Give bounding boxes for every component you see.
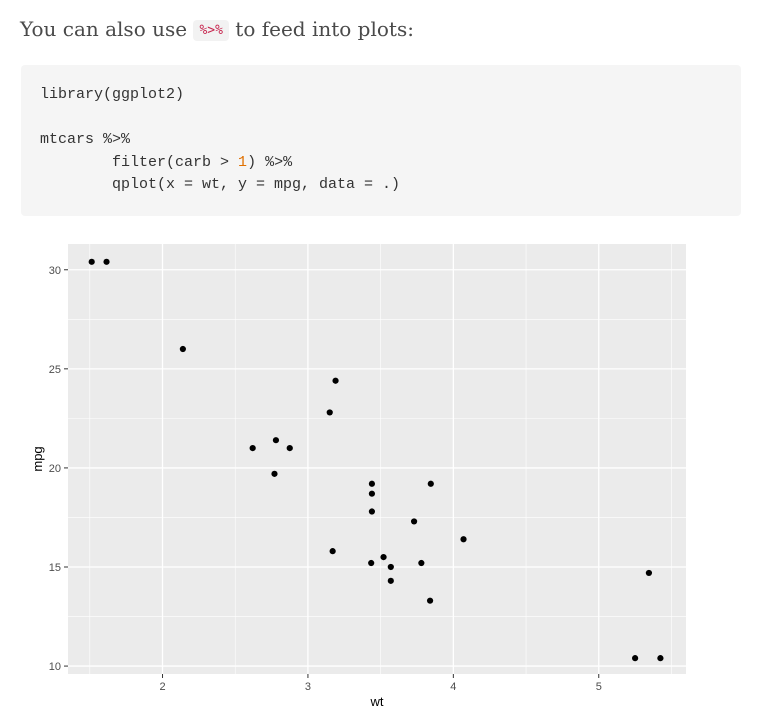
code-block[interactable]: library(ggplot2) mtcars %>% filter(carb … [21, 65, 741, 216]
data-point [426, 597, 434, 604]
x-tick-label: 4 [450, 681, 456, 693]
x-tick-label: 2 [159, 681, 165, 693]
data-point [380, 553, 387, 561]
data-point [460, 536, 467, 543]
y-tick-label: 25 [49, 364, 61, 376]
data-point [179, 345, 186, 353]
data-point [368, 490, 376, 497]
y-tick-label: 30 [49, 265, 61, 277]
data-point [368, 559, 375, 567]
intro-text-before: You can also use [20, 17, 194, 41]
code-line-qplot: qplot(x = wt, y = mpg, data = .) [40, 176, 401, 193]
data-point [368, 508, 376, 515]
data-point [387, 563, 394, 571]
code-line-library: library(ggplot2) [40, 86, 185, 103]
data-point [332, 377, 339, 384]
data-point [272, 437, 280, 444]
plot-panel [68, 244, 686, 674]
minor-gridlines [68, 244, 686, 674]
y-tick-label: 10 [49, 661, 61, 673]
x-axis-title: wt [370, 694, 384, 709]
data-point [326, 409, 333, 416]
intro-text-after: to feed into plots: [228, 17, 414, 41]
data-point [427, 480, 434, 487]
y-axis-title: mpg [30, 446, 45, 471]
x-tick-label: 5 [596, 681, 602, 693]
data-point [286, 445, 293, 452]
data-point [657, 655, 664, 662]
data-point [410, 518, 418, 525]
data-point [271, 470, 278, 477]
x-axis: 2 3 4 5 [159, 674, 602, 693]
data-point [645, 569, 653, 577]
data-points [88, 258, 664, 662]
data-point [329, 548, 336, 555]
plot-svg: 2 3 4 5 10 15 20 25 30 wt mpg [30, 244, 686, 709]
major-gridlines [68, 244, 686, 674]
code-line-filter: filter(carb > [40, 153, 239, 171]
data-point [418, 559, 425, 567]
y-tick-label: 15 [49, 562, 61, 574]
y-tick-label: 20 [49, 463, 61, 475]
y-axis: 10 15 20 25 30 [49, 265, 68, 673]
code-content: library(ggplot2) mtcars %>% filter(carb … [40, 84, 722, 197]
data-point [387, 577, 394, 584]
code-number-literal: 1 [238, 153, 248, 171]
data-point [249, 445, 256, 452]
code-line-filter-end: ) %>% [247, 153, 293, 171]
data-point [103, 258, 110, 265]
x-tick-label: 3 [305, 681, 311, 693]
code-line-mtcars: mtcars %>% [40, 131, 131, 148]
data-point [88, 258, 95, 265]
scatter-plot: 2 3 4 5 10 15 20 25 30 wt mpg [22, 236, 694, 716]
data-point [632, 655, 639, 662]
data-point [368, 480, 376, 487]
intro-paragraph: You can also use %>% to feed into plots: [20, 14, 414, 48]
pipe-operator-code: %>% [193, 20, 229, 41]
